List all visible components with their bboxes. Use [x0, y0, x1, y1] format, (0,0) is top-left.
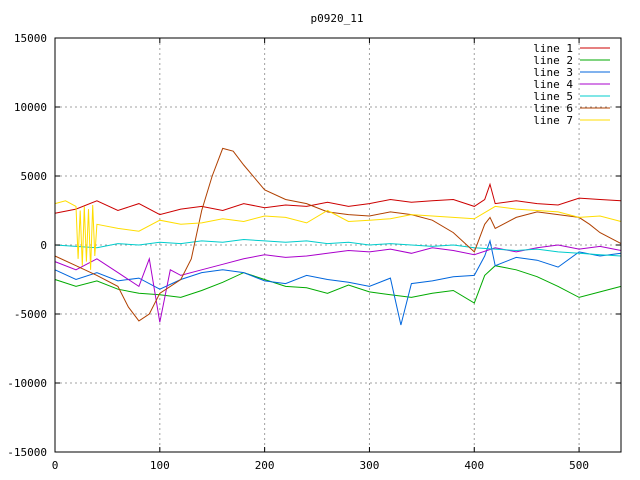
y-tick-label: -10000	[7, 377, 47, 390]
series-line-7	[54, 200, 622, 270]
x-tick-label: 200	[255, 459, 275, 472]
legend-label: line 7	[533, 114, 573, 127]
axes: 0 100 200 300 400 500 -15000 -10000 -5000 0 5000 10…	[7, 32, 621, 472]
series-line-1	[54, 182, 622, 216]
legend-label: line 4	[533, 78, 573, 91]
y-tick-label: 5000	[21, 170, 48, 183]
series-line-5	[54, 238, 622, 257]
x-tick-label: 300	[360, 459, 380, 472]
legend-label: line 6	[533, 102, 573, 115]
legend-label: line 2	[533, 54, 573, 67]
x-tick-label: 100	[150, 459, 170, 472]
series-lines	[54, 147, 622, 326]
grid	[55, 38, 621, 452]
series-line-3	[54, 239, 622, 326]
x-tick-label: 500	[569, 459, 589, 472]
y-tick-label: 10000	[14, 101, 47, 114]
legend-label: line 1	[533, 42, 573, 55]
legend-label: line 3	[533, 66, 573, 79]
series-line-2	[54, 265, 622, 304]
x-tick-label: 400	[464, 459, 484, 472]
y-tick-label: -5000	[14, 308, 47, 321]
legend-label: line 5	[533, 90, 573, 103]
series-line-6	[54, 147, 622, 322]
y-tick-label: -15000	[7, 446, 47, 459]
series-line-4	[54, 244, 622, 323]
y-tick-label: 15000	[14, 32, 47, 45]
y-tick-label: 0	[40, 239, 47, 252]
chart-title: p0920_11	[311, 12, 364, 25]
x-tick-label: 0	[52, 459, 59, 472]
